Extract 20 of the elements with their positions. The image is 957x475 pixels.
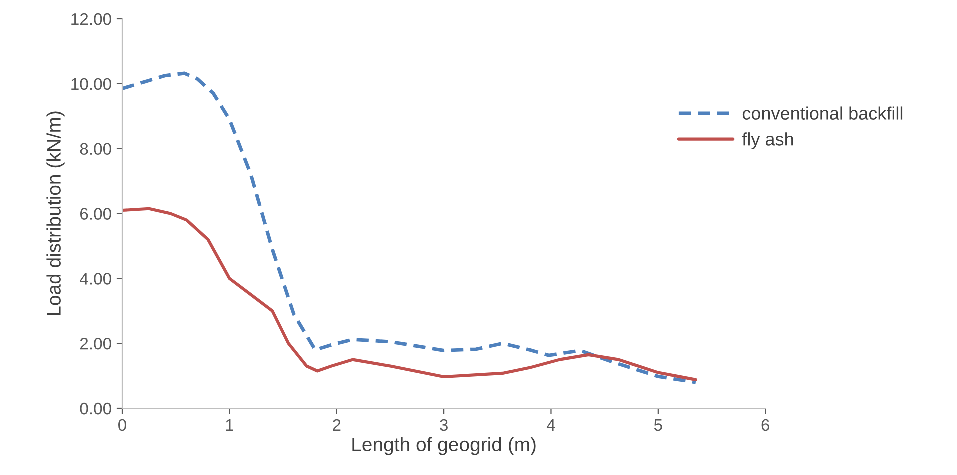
y-tick-label: 12.00 (72, 13, 112, 26)
line-series (122, 72, 698, 384)
x-tick-label: 1 (226, 420, 234, 431)
x-axis-title: Length of geogrid (m) (352, 437, 536, 456)
y-tick-label: 8.00 (80, 143, 112, 156)
y-axis-title: Load distribution (kN/m) (46, 112, 65, 316)
legend-label: conventional backfill (742, 106, 903, 120)
y-tick-label: 4.00 (80, 273, 112, 285)
y-tick-label: 10.00 (72, 78, 112, 90)
line-series (122, 207, 698, 382)
x-tick-label: 2 (333, 419, 341, 431)
x-tick-label: 3 (440, 419, 448, 432)
y-tick-label: 0.00 (80, 402, 112, 415)
x-tick-label: 4 (546, 420, 556, 431)
x-tick-label: 6 (762, 419, 770, 432)
legend-label: fly ash (742, 132, 794, 150)
x-tick-label: 0 (118, 419, 126, 432)
y-tick-label: 2.00 (80, 338, 112, 350)
x-tick-label: 5 (654, 420, 662, 432)
y-tick-label: 6.00 (80, 208, 112, 220)
